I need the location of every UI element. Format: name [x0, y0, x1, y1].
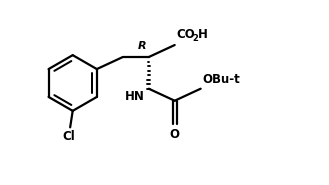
Text: Cl: Cl [62, 130, 75, 143]
Text: O: O [170, 128, 180, 141]
Text: OBu-t: OBu-t [202, 73, 240, 85]
Text: HN: HN [125, 90, 145, 103]
Text: R: R [138, 41, 146, 51]
Text: CO: CO [176, 28, 195, 41]
Text: H: H [198, 28, 208, 41]
Text: 2: 2 [192, 34, 198, 43]
